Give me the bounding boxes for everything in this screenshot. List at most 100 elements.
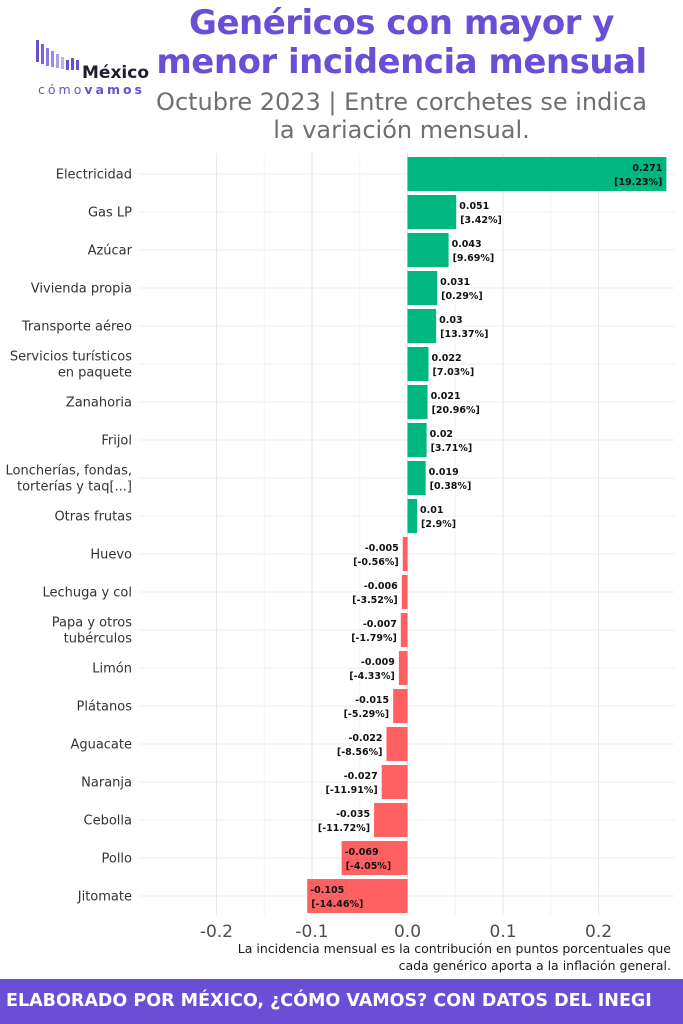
bar (381, 765, 408, 799)
value-label: 0.271 (632, 163, 662, 174)
logo-bars-icon (36, 40, 79, 70)
category-label: Vivienda propia (31, 282, 132, 297)
chart-subtitle: Octubre 2023 | Entre corchetes se indica… (120, 88, 683, 144)
variation-label: [-11.72%] (318, 823, 370, 834)
value-label: -0.006 (364, 581, 398, 592)
category-label: Pollo (101, 852, 132, 867)
value-label: 0.02 (430, 429, 453, 440)
chart-subtitle-line-2: la variación mensual. (273, 116, 530, 144)
logo-tagline-bold: vamos (84, 82, 145, 97)
variation-label: [13.37%] (440, 329, 488, 340)
value-label: -0.007 (363, 619, 397, 630)
variation-label: [-4.33%] (349, 671, 395, 682)
variation-label: [7.03%] (433, 367, 475, 378)
value-label: 0.043 (452, 239, 482, 250)
variation-label: [-5.29%] (344, 709, 390, 720)
category-label: Naranja (81, 776, 132, 791)
value-label: -0.069 (345, 847, 379, 858)
variation-label: [-1.79%] (351, 633, 397, 644)
bar (307, 879, 408, 913)
category-label: Cebolla (84, 814, 132, 829)
variation-label: [-11.91%] (326, 785, 378, 796)
data-labels: 0.271 [19.23%] 0.051 [3.42%] 0.043 [9.69%] 0.0… (310, 163, 662, 910)
value-label: -0.015 (355, 695, 389, 706)
logo-tagline: cómovamos (38, 82, 145, 97)
value-label: -0.022 (348, 733, 382, 744)
bar (407, 271, 438, 305)
category-label: torterías y taq[...] (17, 480, 132, 495)
x-tick-label: 0.2 (585, 922, 612, 942)
bar (407, 499, 418, 533)
bar (402, 537, 408, 571)
value-label: -0.009 (361, 657, 395, 668)
bar (407, 233, 449, 267)
mexico-como-vamos-logo: México cómovamos (34, 38, 152, 97)
category-label: Gas LP (88, 206, 132, 221)
variation-label: [0.38%] (430, 481, 472, 492)
category-label: Frijol (101, 434, 132, 449)
variation-label: [3.42%] (460, 215, 502, 226)
category-label: Electricidad (56, 168, 132, 183)
variation-label: [-14.46%] (311, 899, 363, 910)
category-label: Azúcar (88, 244, 133, 259)
value-label: -0.105 (310, 885, 344, 896)
x-tick-label: 0.0 (394, 922, 421, 942)
bar-chart: Electricidad Gas LP Azúcar Vivienda propia T… (6, 153, 675, 942)
value-label: 0.031 (440, 277, 470, 288)
bar (407, 157, 667, 191)
category-label: Lechuga y col (42, 586, 132, 601)
logo-wordmark: México (82, 63, 149, 83)
value-label: -0.005 (365, 543, 399, 554)
bar (407, 385, 428, 419)
x-axis-tick-labels: -0.2 -0.1 0.0 0.1 0.2 (200, 922, 612, 942)
bar (374, 803, 408, 837)
bar (407, 461, 426, 495)
chart-title-line-1: Genéricos con mayor y (189, 3, 614, 43)
value-label: -0.035 (336, 809, 370, 820)
category-label: Loncherías, fondas, (6, 464, 132, 479)
chart-subtitle-line-1: Octubre 2023 | Entre corchetes se indica (156, 88, 647, 116)
value-label: 0.051 (459, 201, 489, 212)
variation-label: [20.96%] (432, 405, 480, 416)
value-label: -0.027 (344, 771, 378, 782)
x-tick-label: -0.2 (200, 922, 233, 942)
bar (398, 651, 408, 685)
logo-tagline-light: cómo (38, 82, 85, 97)
category-labels: Electricidad Gas LP Azúcar Vivienda propia T… (6, 168, 133, 905)
bars (307, 157, 667, 913)
category-label: tubérculos (64, 632, 133, 647)
category-label: Limón (92, 662, 132, 677)
category-label: en paquete (58, 366, 132, 381)
variation-label: [2.9%] (421, 519, 456, 530)
variation-label: [9.69%] (453, 253, 495, 264)
chart-footnote-line-2: cada genérico aporta a la inflación gene… (398, 958, 671, 973)
bar (341, 841, 408, 875)
x-tick-label: -0.1 (295, 922, 328, 942)
category-label: Jitomate (77, 890, 132, 905)
category-label: Otras frutas (54, 510, 132, 525)
value-label: 0.03 (439, 315, 462, 326)
value-label: 0.01 (420, 505, 443, 516)
bar (401, 575, 408, 609)
category-label: Zanahoria (66, 396, 132, 411)
category-label: Papa y otros (52, 616, 132, 631)
chart-title: Genéricos con mayor y menor incidencia m… (120, 4, 683, 82)
category-label: Transporte aéreo (21, 320, 132, 335)
grid-lines (140, 153, 675, 915)
category-label: Aguacate (70, 738, 132, 753)
value-label: 0.019 (429, 467, 459, 478)
chart-footnote-line-1: La incidencia mensual es la contribución… (237, 941, 671, 956)
bar (407, 195, 457, 229)
bar (407, 423, 427, 457)
category-label: Plátanos (77, 700, 133, 715)
variation-label: [-8.56%] (337, 747, 383, 758)
chart-footnote: La incidencia mensual es la contribución… (211, 940, 671, 974)
value-label: 0.021 (431, 391, 461, 402)
bar (393, 689, 408, 723)
x-tick-label: 0.1 (490, 922, 517, 942)
variation-label: [-0.56%] (353, 557, 399, 568)
value-label: 0.022 (432, 353, 462, 364)
bar (407, 347, 429, 381)
variation-label: [-3.52%] (352, 595, 398, 606)
variation-label: [0.29%] (441, 291, 483, 302)
